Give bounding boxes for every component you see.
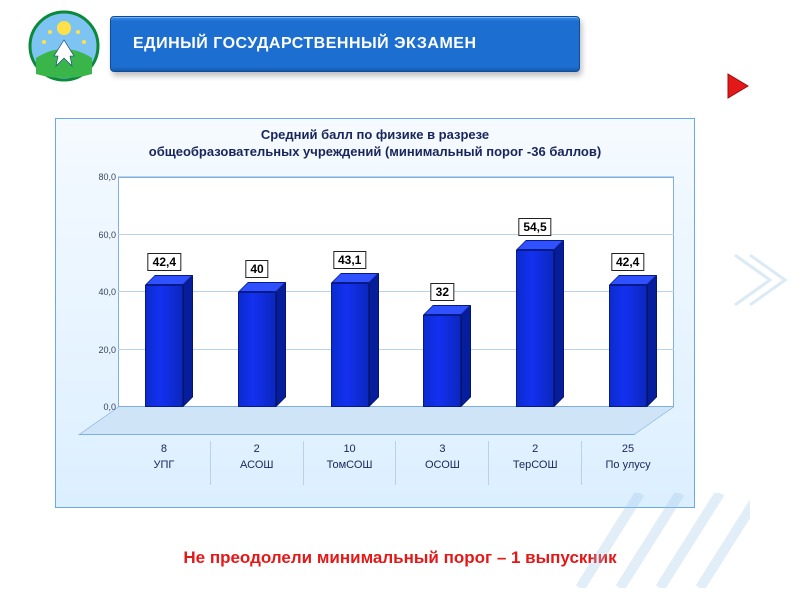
decoration-stripes-icon bbox=[570, 493, 750, 588]
bar: 42,4 bbox=[609, 285, 647, 407]
bar: 43,1 bbox=[331, 283, 369, 407]
x-label: ТерСОШ bbox=[513, 459, 558, 471]
bar-value-label: 40 bbox=[245, 260, 268, 278]
bar-value-label: 32 bbox=[431, 283, 454, 301]
bars-container: 42,4 40 43,1 32 54,5 42,4 bbox=[118, 177, 674, 407]
x-category: 10 ТомСОШ bbox=[304, 441, 397, 485]
header: ЕДИНЫЙ ГОСУДАРСТВЕННЫЙ ЭКЗАМЕН bbox=[10, 10, 780, 90]
title-bar: ЕДИНЫЙ ГОСУДАРСТВЕННЫЙ ЭКЗАМЕН bbox=[110, 16, 580, 72]
ytick: 20,0 bbox=[98, 345, 116, 355]
x-secondary: 8 bbox=[118, 443, 210, 455]
decoration-chevron-icon bbox=[730, 250, 790, 310]
bar: 54,5 bbox=[516, 250, 554, 407]
ytick: 80,0 bbox=[98, 172, 116, 182]
bar-value-label: 43,1 bbox=[333, 251, 366, 269]
x-secondary: 2 bbox=[211, 443, 303, 455]
x-category: 25 По улусу bbox=[582, 441, 674, 485]
page-title: ЕДИНЫЙ ГОСУДАРСТВЕННЫЙ ЭКЗАМЕН bbox=[133, 35, 477, 53]
bar-value-label: 42,4 bbox=[611, 253, 644, 271]
x-category: 3 ОСОШ bbox=[396, 441, 489, 485]
x-category: 2 ТерСОШ bbox=[489, 441, 582, 485]
x-label: ОСОШ bbox=[425, 459, 460, 471]
x-category: 8 УПГ bbox=[118, 441, 211, 485]
x-axis: 8 УПГ 2 АСОШ 10 ТомСОШ 3 ОСОШ 2 ТерСОШ 25 По улусу bbox=[118, 441, 674, 485]
x-secondary: 25 bbox=[582, 443, 674, 455]
bar-value-label: 54,5 bbox=[518, 218, 551, 236]
bar: 32 bbox=[423, 315, 461, 407]
x-label: По улусу bbox=[605, 459, 650, 471]
x-label: АСОШ bbox=[240, 459, 273, 471]
x-label: ТомСОШ bbox=[327, 459, 373, 471]
next-arrow-icon[interactable] bbox=[726, 72, 750, 100]
bar-value-label: 42,4 bbox=[148, 253, 181, 271]
x-label: УПГ bbox=[153, 459, 174, 471]
chart-title: Средний балл по физике в разрезе общеобр… bbox=[56, 119, 694, 167]
chart-title-line2: общеобразовательных учреждений (минималь… bbox=[149, 144, 601, 159]
plot-floor bbox=[78, 407, 674, 435]
x-secondary: 3 bbox=[396, 443, 488, 455]
ytick: 0,0 bbox=[103, 402, 116, 412]
x-category: 2 АСОШ bbox=[211, 441, 304, 485]
bar: 40 bbox=[238, 292, 276, 407]
emblem-icon bbox=[28, 10, 100, 82]
ytick: 40,0 bbox=[98, 287, 116, 297]
y-axis: 0,0 20,0 40,0 60,0 80,0 bbox=[76, 177, 116, 407]
chart-title-line1: Средний балл по физике в разрезе bbox=[261, 127, 489, 142]
chart-panel: Средний балл по физике в разрезе общеобр… bbox=[55, 118, 695, 508]
ytick: 60,0 bbox=[98, 230, 116, 240]
x-secondary: 10 bbox=[304, 443, 396, 455]
bar: 42,4 bbox=[145, 285, 183, 407]
x-secondary: 2 bbox=[489, 443, 581, 455]
